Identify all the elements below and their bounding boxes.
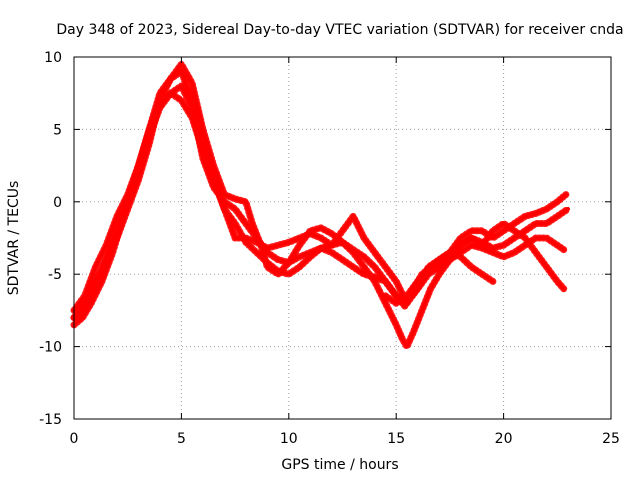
y-tick-label: -15: [39, 412, 62, 428]
y-tick-label: 0: [53, 195, 62, 211]
series-markers-trace-2: [70, 60, 568, 351]
x-axis-label: GPS time / hours: [281, 457, 398, 473]
series-layer: [70, 60, 572, 351]
x-tick-label: 20: [495, 431, 513, 447]
series-markers-trace-4: [70, 82, 572, 322]
plot-frame: [73, 56, 612, 420]
y-tick-label: 5: [53, 122, 62, 138]
chart-title: Day 348 of 2023, Sidereal Day-to-day VTE…: [56, 22, 623, 38]
axis-layer: 0 5 10 15 20 25 -15 -10 -5 0 5 10: [39, 50, 620, 447]
x-tick-label: 25: [602, 431, 620, 447]
grid-layer: [74, 57, 611, 419]
y-tick-label: -10: [39, 340, 62, 356]
series-trace-2: [72, 62, 566, 349]
y-axis-label: SDTVAR / TECUs: [6, 181, 22, 296]
series-markers-trace-5: [382, 234, 568, 307]
series-markers-trace-3: [70, 68, 570, 314]
x-tick-label: 10: [280, 431, 298, 447]
series-trace-3: [72, 69, 568, 313]
x-tick-label: 0: [70, 431, 79, 447]
x-tick-label: 15: [387, 431, 405, 447]
y-tick-label: -5: [48, 267, 62, 283]
x-tick-label: 5: [177, 431, 186, 447]
y-tick-label: 10: [44, 50, 62, 66]
